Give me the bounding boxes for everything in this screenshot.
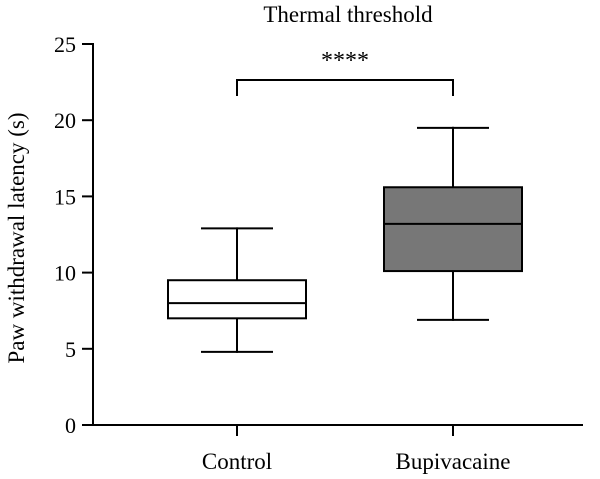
y-tick-label: 5 (65, 337, 76, 362)
y-tick-label: 15 (54, 184, 76, 209)
y-axis-label: Paw withdrawal latency (s) (4, 112, 29, 363)
x-tick-label: Bupivacaine (396, 449, 511, 474)
box-iqr (383, 186, 523, 273)
y-tick-label: 10 (54, 261, 76, 286)
y-tick-label: 20 (54, 108, 76, 133)
box-iqr (167, 279, 307, 320)
chart-title: Thermal threshold (263, 2, 433, 27)
significance-label: **** (321, 48, 369, 74)
x-tick-label: Control (202, 449, 272, 474)
y-tick-label: 25 (54, 32, 76, 57)
significance-bracket (236, 79, 454, 96)
y-tick-label: 0 (65, 413, 76, 438)
plot-area: 0 5 10 15 20 25 Control Bupivacaine **** (54, 32, 583, 474)
